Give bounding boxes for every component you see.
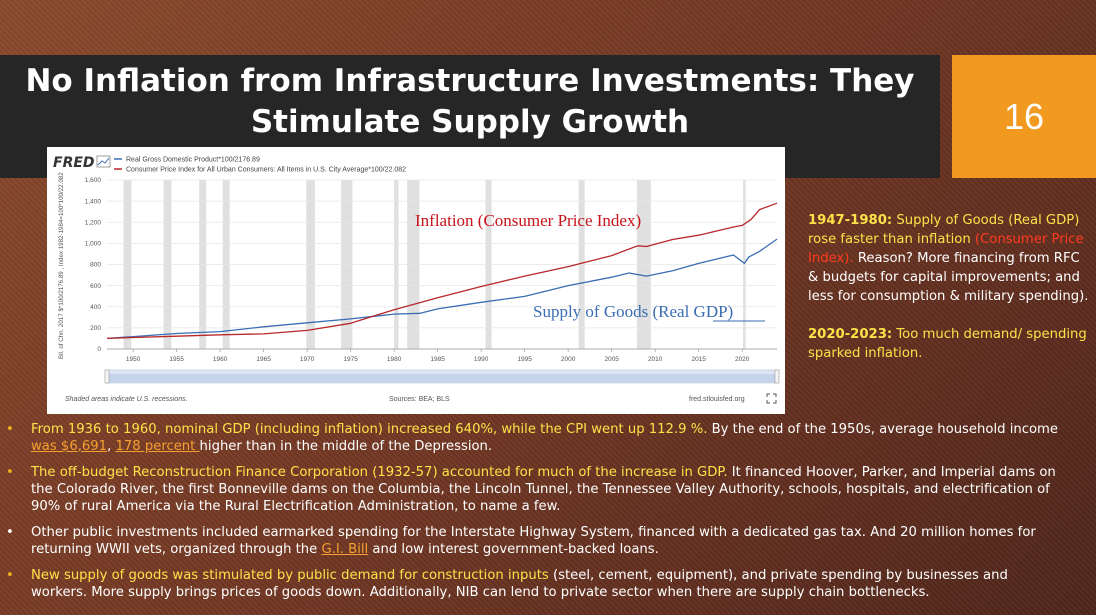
bullet3-white1: Other public investments included earmar… [31,525,1036,557]
annotation-supply: Supply of Goods (Real GDP) [533,302,733,321]
y-tick-label: 1,200 [85,219,102,226]
x-tick-label: 2010 [648,356,663,363]
x-tick-label: 1970 [300,356,315,363]
x-tick-label: 1985 [430,356,445,363]
y-tick-label: 400 [90,304,101,311]
x-tick-label: 1950 [126,356,141,363]
y-axis-label: Bil. of Chn. 2017 $*100/2176.89 , Index … [58,172,65,359]
x-tick-label: 1965 [256,356,271,363]
side-p1-red: (Consumer Price Index). [808,232,1084,266]
bullet1-yellow: From 1936 to 1960, nominal GDP (includin… [31,422,708,437]
fullscreen-icon[interactable] [766,393,777,404]
side-paragraph-1: 1947-1980: Supply of Goods (Real GDP) ro… [808,211,1093,306]
link-household-income[interactable]: was $6,691 [31,439,108,454]
bullet-marker: • [6,568,14,583]
slide-number: 16 [952,55,1096,178]
side-p2-yellow: Too much demand/ spending sparked inflat… [808,327,1087,361]
footer-url: fred.stlouisfed.org [689,396,745,403]
slide-title: No Inflation from Infrastructure Investm… [10,61,930,143]
link-gi-bill[interactable]: G.I. Bill [321,542,369,557]
range-handle-right[interactable] [774,369,780,384]
bullet1-comma: , [107,439,116,454]
x-tick-label: 2015 [691,356,706,363]
bullet2-white: It financed Hoover, Parker, and Imperial… [31,465,1056,514]
annotation-inflation: Inflation (Consumer Price Index) [415,211,641,230]
y-tick-label: 800 [90,262,101,269]
bullet-list: • From 1936 to 1960, nominal GDP (includ… [0,421,1096,610]
side-paragraph-2: 2020-2023: Too much demand/ spending spa… [808,325,1093,363]
footer-recessions-note: Shaded areas indicate U.S. recessions. [65,396,188,403]
y-tick-labels: 0 200 400 600 800 1,000 1,200 1,400 1,600 [85,177,102,353]
x-tick-label: 1980 [387,356,402,363]
series-line-cpi [106,202,778,340]
fred-logo-icon [96,155,111,168]
bullet-marker: • [6,465,14,480]
range-handle-left[interactable] [104,369,110,384]
fred-chart: 0 200 400 600 800 1,000 1,200 1,400 1,600 1950 19… [47,147,785,414]
y-tick-label: 1,400 [85,198,102,205]
series-line-gdp [106,238,778,340]
range-slider[interactable] [104,369,780,384]
gridlines [107,179,777,350]
bullet1-white2: higher than in the middle of the Depress… [199,439,493,454]
bullet-item-3: • Other public investments included earm… [0,524,1096,558]
bullet-marker: • [6,525,14,540]
slide-title-line1: No Inflation from Infrastructure Investm… [25,63,915,99]
side-p1-white: Reason? More financing from RFC & budget… [808,251,1089,304]
side-p1-bold: 1947-1980: [808,213,893,228]
x-tick-label: 1990 [474,356,489,363]
y-tick-label: 1,600 [85,177,102,184]
x-tick-label: 1960 [213,356,228,363]
bullet3-white2: and low interest government-backed loans… [368,542,659,557]
slide-title-line2: Stimulate Supply Growth [250,104,690,140]
x-tick-label: 1955 [169,356,184,363]
legend-label-cpi: Consumer Price Index for All Urban Consu… [126,167,406,174]
bullet2-yellow: The off-budget Reconstruction Finance Co… [31,465,728,480]
bullet4-yellow: New supply of goods was stimulated by pu… [31,568,549,583]
footer-sources: Sources: BEA; BLS [389,396,450,403]
y-tick-label: 600 [90,283,101,290]
x-tick-label: 1995 [517,356,532,363]
bullet-item-1: • From 1936 to 1960, nominal GDP (includ… [0,421,1096,455]
legend-label-gdp: Real Gross Domestic Product*100/2176.89 [126,157,260,164]
y-tick-label: 1,000 [85,241,102,248]
bullet-marker: • [6,422,14,437]
link-178-percent[interactable]: 178 percent [115,439,200,454]
series-lines [106,202,778,340]
x-tick-label: 2005 [604,356,619,363]
fred-logo: FRED [53,155,95,171]
x-tick-label: 1975 [343,356,358,363]
y-tick-label: 0 [97,346,101,353]
side-p1-yellow: Supply of Goods (Real GDP) rose faster t… [808,213,1080,247]
bullet4-white: (steel, cement, equipment), and private … [31,568,1008,600]
side-explanation: 1947-1980: Supply of Goods (Real GDP) ro… [808,211,1093,382]
side-p2-bold: 2020-2023: [808,327,893,342]
bullet-item-4: • New supply of goods was stimulated by … [0,567,1096,601]
y-tick-label: 200 [90,325,101,332]
bullet-item-2: • The off-budget Reconstruction Finance … [0,464,1096,515]
x-tick-label: 2020 [735,356,750,363]
x-tick-label: 2000 [561,356,576,363]
bullet1-white1: By the end of the 1950s, average househo… [707,422,1058,437]
x-tick-labels: 1950 1955 1960 1965 1970 1975 1980 1985 1990 1995… [126,349,750,363]
